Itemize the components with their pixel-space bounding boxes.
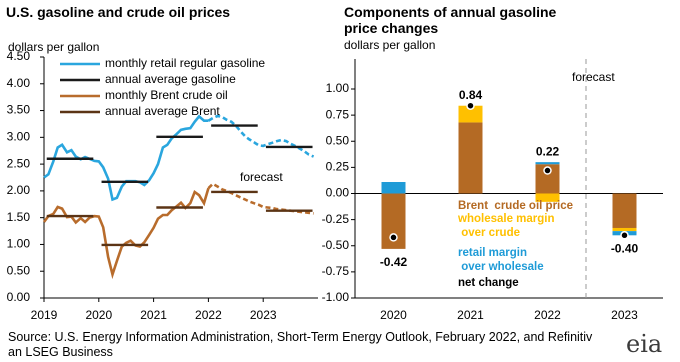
y-tick-label: 1.00 xyxy=(7,237,31,251)
y-tick-label: 2.50 xyxy=(7,156,31,170)
bar-segment xyxy=(612,193,637,228)
legend-label: wholesale margin over crude xyxy=(458,213,555,239)
x-tick-label: 2022 xyxy=(195,308,222,322)
y-tick-label: 4.50 xyxy=(7,49,31,63)
bar-segment xyxy=(535,162,560,165)
y-tick-label: -1.00 xyxy=(322,290,350,304)
y-tick-label: -0.25 xyxy=(322,212,350,226)
bar-segment xyxy=(458,122,483,194)
x-tick-label: 2021 xyxy=(457,308,484,322)
y-tick-label: 4.00 xyxy=(7,76,31,90)
line-series xyxy=(207,182,314,215)
x-tick-label: 2022 xyxy=(534,308,561,322)
y-tick-label: 0.00 xyxy=(7,290,31,304)
annotation: forecast xyxy=(240,170,283,184)
logo: eia xyxy=(626,330,663,358)
data-label: -0.42 xyxy=(380,255,408,269)
line-series xyxy=(207,114,315,158)
legend-label: annual average Brent xyxy=(105,104,220,118)
left-title: U.S. gasoline and crude oil prices xyxy=(6,4,231,20)
legend-label: monthly Brent crude oil xyxy=(105,88,228,102)
x-tick-label: 2019 xyxy=(31,308,58,322)
bar-segment xyxy=(458,105,483,123)
y-tick-label: 0.25 xyxy=(326,160,350,174)
legend-label: monthly retail regular gasoline xyxy=(105,56,265,70)
y-tick-label: 3.50 xyxy=(7,103,31,117)
bar-segment xyxy=(612,227,637,232)
right-title: Components of annual gasoline price chan… xyxy=(344,4,557,36)
bar-segment xyxy=(381,182,406,194)
y-tick-label: 0.75 xyxy=(326,107,350,121)
net-change-marker xyxy=(543,166,552,175)
net-change-marker xyxy=(466,101,475,110)
y-tick-label: 3.00 xyxy=(7,130,31,144)
legend-label: annual average gasoline xyxy=(105,72,236,86)
y-tick-label: 1.00 xyxy=(326,81,350,95)
x-tick-label: 2023 xyxy=(250,308,277,322)
annotation: forecast xyxy=(572,70,615,84)
x-tick-label: 2020 xyxy=(85,308,112,322)
y-tick-label: 0.50 xyxy=(326,133,350,147)
legend-label: net change xyxy=(458,277,519,289)
line-series xyxy=(42,187,210,280)
x-tick-label: 2021 xyxy=(140,308,167,322)
y-tick-label: 0.00 xyxy=(326,186,350,200)
y-tick-label: 0.50 xyxy=(7,263,31,277)
data-label: -0.40 xyxy=(611,241,639,255)
data-label: 0.22 xyxy=(536,144,560,158)
legend-label: retail margin over wholesale xyxy=(458,247,544,273)
bar-segment xyxy=(535,193,560,202)
y-tick-label: 2.00 xyxy=(7,183,31,197)
y-tick-label: 1.50 xyxy=(7,210,31,224)
y-tick-label: -0.75 xyxy=(322,264,350,278)
legend-label: Brent crude oil price xyxy=(458,200,574,212)
left-y-label: dollars per gallon xyxy=(8,40,100,54)
x-tick-label: 2023 xyxy=(611,308,638,322)
right-y-label: dollars per gallon xyxy=(344,38,436,52)
source: Source: U.S. Energy Information Administ… xyxy=(8,330,593,359)
y-tick-label: -0.50 xyxy=(322,238,350,252)
net-change-marker xyxy=(389,233,398,242)
data-label: 0.84 xyxy=(459,88,483,102)
net-change-marker xyxy=(620,231,629,240)
x-tick-label: 2020 xyxy=(380,308,407,322)
